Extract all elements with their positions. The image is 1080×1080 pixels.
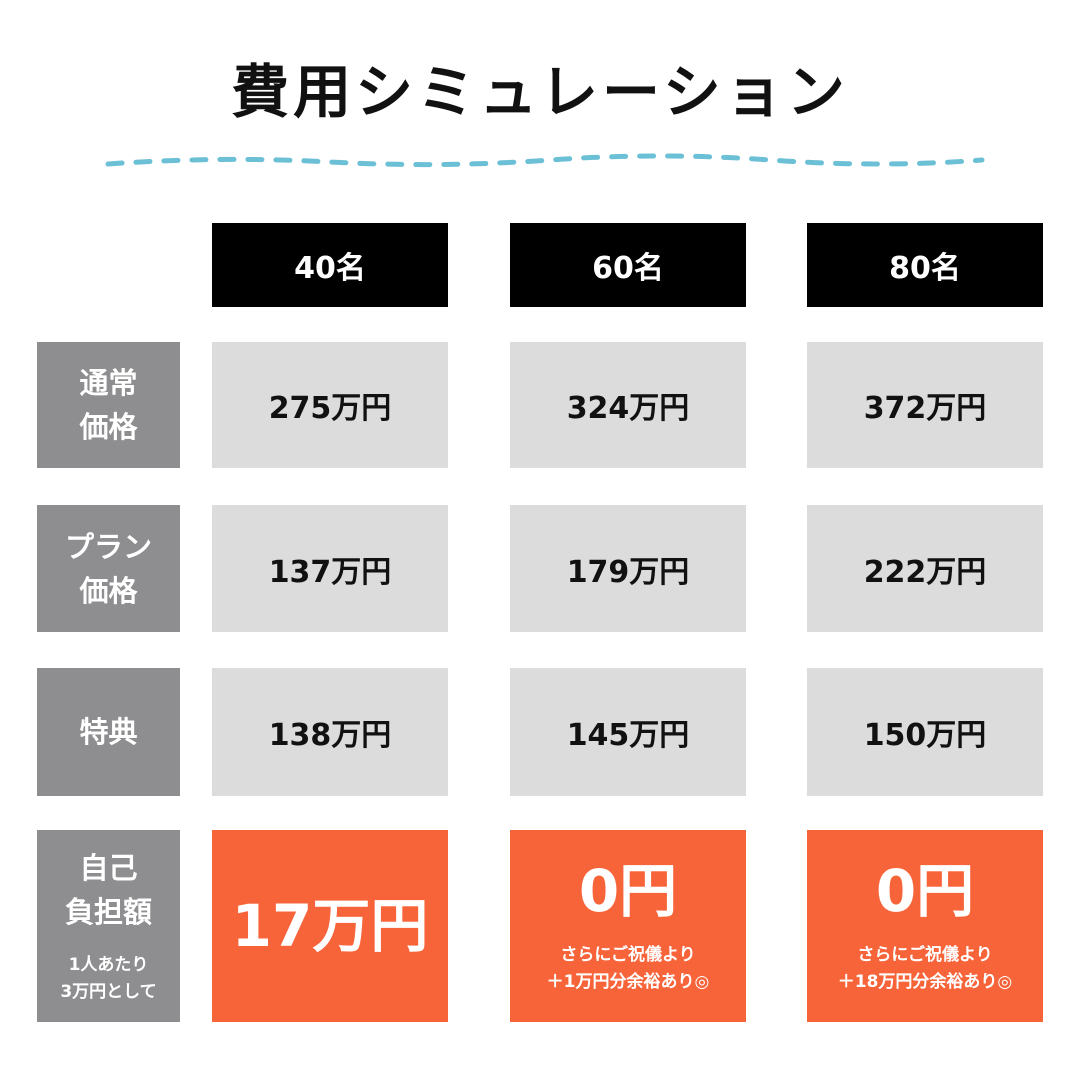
row-label-self-payment: 自己 負担額 1人あたり 3万円として: [37, 830, 180, 1022]
regular-price-80: 372万円: [807, 342, 1043, 468]
note-line: 3万円として: [60, 982, 157, 1002]
note-line: 1人あたり: [68, 955, 149, 975]
row-label-line: 特典: [79, 715, 138, 749]
row-label-line: 負担額: [64, 895, 152, 929]
note-line: ＋1万円分余裕あり◎: [546, 972, 710, 992]
column-header-60: 60名: [510, 223, 746, 307]
self-payment-80: 0円 さらにご祝儀より ＋18万円分余裕あり◎: [807, 830, 1043, 1022]
row-label-line: 自己: [79, 851, 138, 885]
plan-price-60: 179万円: [510, 505, 746, 632]
note-line: さらにご祝儀より: [560, 945, 696, 965]
regular-price-40: 275万円: [212, 342, 448, 468]
page-title: 費用シミュレーション: [231, 58, 849, 126]
self-payment-value: 0円: [578, 857, 678, 925]
decorative-wave-divider: [105, 153, 985, 168]
row-label-line: 価格: [79, 573, 138, 608]
self-payment-value: 17万円: [231, 892, 429, 960]
plan-price-80: 222万円: [807, 505, 1043, 632]
self-payment-40: 17万円: [212, 830, 448, 1022]
bonus-80: 150万円: [807, 668, 1043, 796]
row-label-regular-price: 通常 価格: [37, 342, 180, 468]
row-label-note: 1人あたり 3万円として: [60, 952, 156, 1006]
bonus-40: 138万円: [212, 668, 448, 796]
row-label-bonus: 特典: [37, 668, 180, 796]
column-header-80: 80名: [807, 223, 1043, 307]
row-label-plan-price: プラン 価格: [37, 505, 180, 632]
column-header-40: 40名: [212, 223, 448, 307]
row-label-line: 通常: [79, 366, 138, 400]
self-payment-60: 0円 さらにご祝儀より ＋1万円分余裕あり◎: [510, 830, 746, 1022]
row-label-line: 価格: [79, 410, 138, 444]
plan-price-40: 137万円: [212, 505, 448, 632]
row-label-line: プラン: [64, 529, 152, 564]
self-payment-note: さらにご祝儀より ＋1万円分余裕あり◎: [547, 942, 710, 996]
self-payment-note: さらにご祝儀より ＋18万円分余裕あり◎: [838, 942, 1013, 996]
bonus-60: 145万円: [510, 668, 746, 796]
self-payment-value: 0円: [875, 857, 975, 925]
note-line: ＋18万円分余裕あり◎: [837, 972, 1013, 992]
note-line: さらにご祝儀より: [857, 945, 993, 965]
regular-price-60: 324万円: [510, 342, 746, 468]
